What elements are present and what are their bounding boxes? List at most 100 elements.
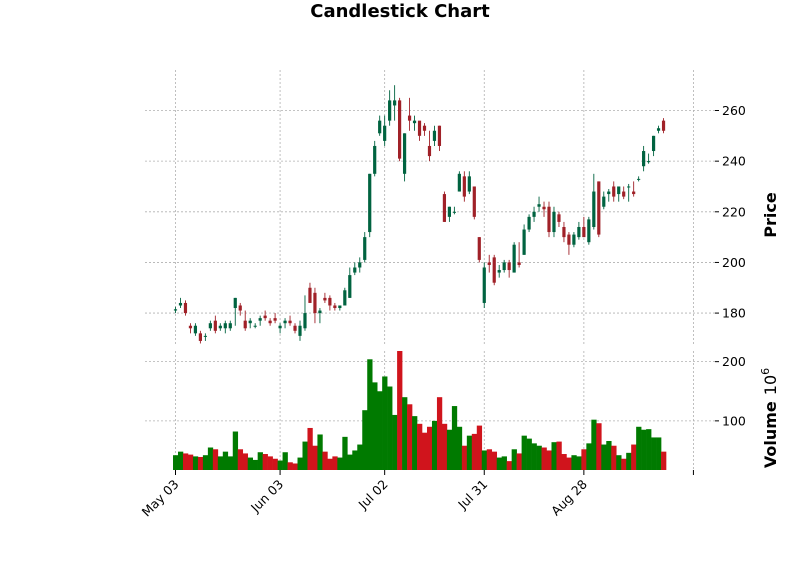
volume-bar	[252, 459, 258, 470]
candle-body	[507, 262, 511, 271]
volume-bar	[192, 456, 199, 470]
price-tick-label: 240	[722, 154, 746, 169]
candle-body	[412, 120, 417, 124]
volume-axis-label: Volume 106	[759, 368, 780, 468]
price-tick-label: 200	[722, 255, 746, 270]
candle-body	[487, 262, 491, 265]
volume-bar	[267, 456, 273, 470]
candle-body	[522, 229, 526, 255]
volume-bar	[556, 441, 562, 470]
volume-bar	[237, 449, 244, 470]
volume-bar	[596, 423, 602, 470]
candle-body	[587, 219, 591, 243]
volume-bar	[312, 445, 318, 470]
volume-bar	[591, 419, 597, 470]
candle-body	[622, 191, 626, 197]
x-tick-label: Aug 28	[548, 476, 590, 518]
candle-body	[238, 305, 242, 311]
candle-body	[223, 323, 227, 329]
volume-axis-label-text: Volume	[761, 401, 780, 468]
candle-body	[353, 267, 357, 273]
candle-body	[437, 125, 442, 146]
candle-body	[537, 204, 541, 207]
volume-bar	[616, 455, 622, 470]
volume-bar	[332, 456, 338, 470]
candle-body	[557, 214, 561, 222]
volume-bar	[187, 454, 194, 470]
volume-bar	[466, 435, 473, 470]
volume-bar	[247, 457, 253, 470]
volume-bar	[277, 460, 283, 470]
candle-body	[288, 320, 292, 324]
volume-bar	[207, 447, 214, 470]
candle-body	[173, 309, 178, 311]
volume-bar	[601, 444, 607, 470]
chart-title: Candlestick Chart	[310, 1, 490, 22]
volume-bar	[451, 406, 458, 470]
candle-body	[243, 320, 247, 329]
candle-body	[253, 325, 257, 327]
volume-bar	[367, 359, 373, 470]
candle-body	[183, 302, 188, 314]
volume-bar	[446, 429, 453, 470]
volume-bar	[337, 457, 343, 470]
candle-body	[198, 333, 202, 341]
candle-body	[477, 237, 481, 260]
volume-tick-label: 200	[722, 354, 746, 369]
candle-body	[233, 297, 237, 309]
volume-bar	[426, 426, 433, 470]
candle-body	[607, 191, 611, 195]
volume-bar	[257, 452, 263, 470]
volume-bar	[486, 449, 493, 470]
volume-bar	[173, 455, 179, 470]
volume-bar	[412, 416, 418, 470]
volume-bar	[402, 397, 408, 470]
volume-bar	[392, 414, 398, 470]
candle-body	[348, 275, 352, 298]
candle-body	[313, 292, 317, 314]
volume-bar	[242, 453, 249, 470]
volume-bar	[377, 391, 383, 470]
candle-body	[432, 130, 437, 141]
candle-body	[203, 335, 207, 337]
volume-bar	[342, 436, 348, 470]
candle-body	[462, 176, 466, 197]
volume-bar	[481, 450, 488, 470]
volume-bar	[646, 429, 652, 470]
candle-body	[213, 320, 217, 331]
candle-body	[647, 161, 651, 163]
volume-bar	[471, 433, 478, 470]
volume-bar	[372, 382, 378, 470]
volume-bar	[586, 443, 592, 470]
candle-body	[582, 226, 586, 238]
candle-body	[492, 257, 496, 283]
volume-bar	[461, 445, 468, 470]
x-tick-label: Jul 31	[454, 477, 490, 513]
volume-bar	[496, 457, 502, 470]
volume-bar	[501, 456, 507, 470]
candle-body	[328, 297, 332, 306]
volume-bar	[362, 410, 368, 470]
candle-body	[512, 244, 516, 273]
volume-bar	[641, 429, 647, 470]
candle-body	[442, 194, 447, 222]
candle-body	[298, 325, 302, 336]
volume-bar	[262, 454, 268, 470]
x-tick-label: Jun 03	[247, 477, 286, 516]
volume-bar	[551, 442, 557, 470]
volume-bar	[511, 449, 517, 470]
volume-bar	[287, 462, 293, 470]
candle-body	[273, 318, 277, 321]
price-candles	[173, 85, 666, 344]
volume-bar	[531, 443, 537, 470]
candle-body	[567, 234, 571, 245]
volume-bar	[621, 458, 627, 470]
volume-bar	[576, 456, 582, 470]
volume-bar	[516, 453, 522, 470]
volume-bar	[347, 454, 353, 470]
candle-body	[656, 128, 661, 131]
volume-bar	[506, 461, 512, 470]
candle-body	[358, 262, 362, 268]
volume-bar	[382, 376, 388, 470]
volume-bar	[631, 444, 637, 470]
